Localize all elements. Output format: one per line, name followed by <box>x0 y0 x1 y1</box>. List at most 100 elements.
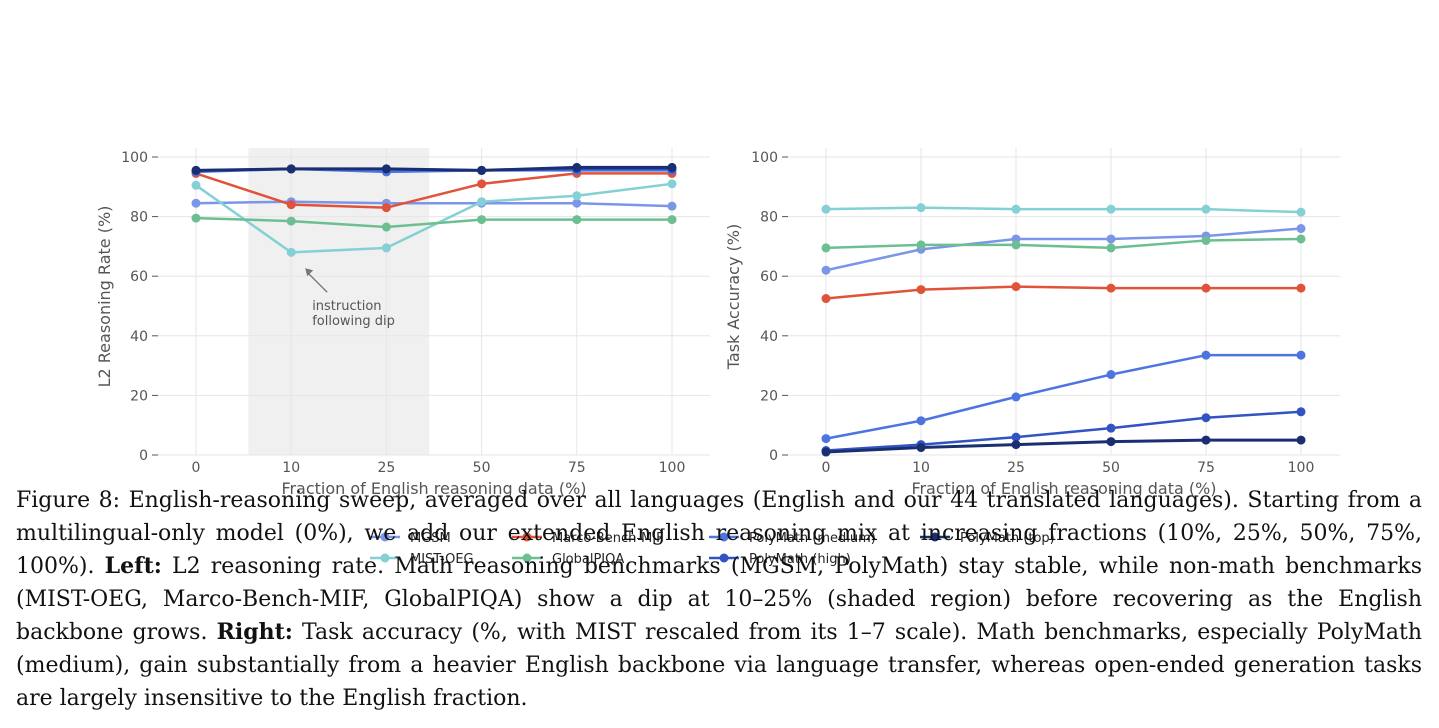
right-series-line-marco-bench-mif <box>825 285 1301 300</box>
right-data-point-globalpiqa <box>821 243 831 253</box>
right-data-point-mist-oeg <box>916 203 926 213</box>
left-data-point-mist-oeg <box>477 197 487 207</box>
right-data-point-polymath-high <box>1201 413 1211 423</box>
left-annotation-arrowhead <box>305 268 314 277</box>
left-ytick-label: 40 <box>130 329 148 345</box>
left-data-point-polymath-top <box>667 162 677 172</box>
right-data-point-polymath-medium <box>1296 350 1306 360</box>
right-series-polymath-top <box>821 435 1306 457</box>
left-annotation-text: instruction <box>312 299 381 314</box>
right-data-point-polymath-medium <box>916 416 926 426</box>
left-ytick-label: 100 <box>121 150 148 166</box>
right-data-point-mgsm <box>821 265 831 275</box>
right-data-point-marco-bench-mif <box>821 294 831 304</box>
right-data-point-marco-bench-mif <box>1106 283 1116 293</box>
left-series-line-mgsm <box>195 200 673 208</box>
left-data-point-globalpiqa <box>381 222 391 232</box>
legend-swatch-marker <box>522 532 532 542</box>
right-data-point-polymath-top <box>821 447 831 457</box>
right-series-polymath-medium <box>821 350 1306 444</box>
left-data-point-mist-oeg <box>191 180 201 190</box>
left-annotation-arrow <box>306 271 328 293</box>
left-series-line-globalpiqa <box>195 216 672 229</box>
right-ytick-label: 60 <box>760 269 778 285</box>
right-series-mgsm <box>821 224 1306 275</box>
right-data-point-mist-oeg <box>1011 204 1021 214</box>
left-data-point-polymath-top <box>477 165 487 175</box>
right-series-marco-bench-mif <box>821 282 1306 304</box>
left-series-globalpiqa <box>191 213 677 232</box>
legend-label: PolyMath (medium) <box>749 531 876 546</box>
right-data-point-polymath-medium <box>821 434 831 444</box>
right-data-point-marco-bench-mif <box>1296 283 1306 293</box>
right-data-point-globalpiqa <box>916 240 926 250</box>
caption-right-label: Right: <box>216 619 293 645</box>
caption-text-3: Task accuracy (%, with MIST rescaled fro… <box>16 620 1422 711</box>
left-annotation-text: following dip <box>312 314 395 329</box>
right-chart: 0 20 40 60 80 100 0 10 25 50 75 100 Fraction of Engl… <box>724 148 1340 498</box>
left-data-point-mist-oeg <box>381 243 391 253</box>
right-data-point-mist-oeg <box>821 204 831 214</box>
left-ytick-label: 60 <box>130 269 148 285</box>
right-series-line-polymath-medium <box>825 353 1301 440</box>
legend-swatch-marker <box>522 553 532 563</box>
left-data-point-mist-oeg <box>286 247 296 257</box>
legend-swatch-marker <box>930 532 940 542</box>
left-ytick-label: 80 <box>130 210 148 226</box>
right-data-point-polymath-top <box>916 443 926 453</box>
right-series-line-globalpiqa <box>825 237 1302 250</box>
right-data-point-globalpiqa <box>1201 235 1211 245</box>
left-ytick-label: 20 <box>130 388 148 404</box>
left-data-point-marco-bench-mif <box>477 179 487 189</box>
left-xtick-label: 100 <box>659 460 686 476</box>
left-data-point-mgsm <box>667 201 677 211</box>
legend-label: PolyMath (high) <box>749 552 851 567</box>
right-data-point-mgsm <box>1106 234 1116 244</box>
right-xtick-label: 0 <box>822 460 831 476</box>
right-xtick-label: 50 <box>1102 460 1120 476</box>
left-data-point-globalpiqa <box>191 213 201 223</box>
left-data-point-globalpiqa <box>667 215 677 225</box>
legend-label: Marco-Bench-MIF <box>552 531 664 546</box>
left-xtick-label: 25 <box>377 460 395 476</box>
right-data-point-polymath-top <box>1201 435 1211 445</box>
legend-item-polymath-medium: PolyMath (medium) <box>709 531 876 546</box>
right-data-point-marco-bench-mif <box>1011 282 1021 292</box>
left-data-point-mist-oeg <box>572 191 582 201</box>
left-series-line-marco-bench-mif <box>195 172 672 209</box>
left-data-point-marco-bench-mif <box>381 203 391 213</box>
legend-item-mist-oeg: MIST-OEG <box>370 552 474 567</box>
legend-swatch-marker <box>380 532 390 542</box>
right-data-point-mist-oeg <box>1201 204 1211 214</box>
legend-swatch-marker <box>719 553 729 563</box>
right-data-point-polymath-high <box>1296 407 1306 417</box>
right-data-point-mist-oeg <box>1106 204 1116 214</box>
right-ytick-label: 100 <box>751 150 778 166</box>
right-data-point-globalpiqa <box>1011 240 1021 250</box>
left-series-line-polymath-top <box>195 165 672 172</box>
left-data-point-globalpiqa <box>477 215 487 225</box>
legend-item-mgsm: MGSM <box>370 531 451 546</box>
left-xtick-label: 75 <box>568 460 586 476</box>
right-ytick-label: 40 <box>760 329 778 345</box>
right-y-axis-label: Task Accuracy (%) <box>724 224 743 370</box>
left-x-axis-label: Fraction of English reasoning data (%) <box>281 479 586 498</box>
left-data-point-polymath-top <box>572 162 582 172</box>
left-data-point-globalpiqa <box>286 216 296 226</box>
right-xtick-label: 75 <box>1197 460 1215 476</box>
left-xtick-label: 50 <box>473 460 491 476</box>
right-data-point-globalpiqa <box>1296 234 1306 244</box>
legend-item-polymath-high: PolyMath (high) <box>709 552 851 567</box>
left-data-point-polymath-top <box>381 164 391 174</box>
left-xtick-label: 0 <box>192 460 201 476</box>
right-data-point-marco-bench-mif <box>916 285 926 295</box>
right-series-mist-oeg <box>821 203 1306 217</box>
caption-text-2: L2 reasoning rate. Math reasoning benchm… <box>16 554 1423 645</box>
right-data-point-mgsm <box>1296 224 1306 234</box>
figure-caption: Figure 8: English-reasoning sweep, avera… <box>16 484 1422 715</box>
caption-left-label: Left: <box>104 553 162 579</box>
right-data-point-mist-oeg <box>1296 207 1306 217</box>
left-series-mist-oeg <box>191 179 677 257</box>
